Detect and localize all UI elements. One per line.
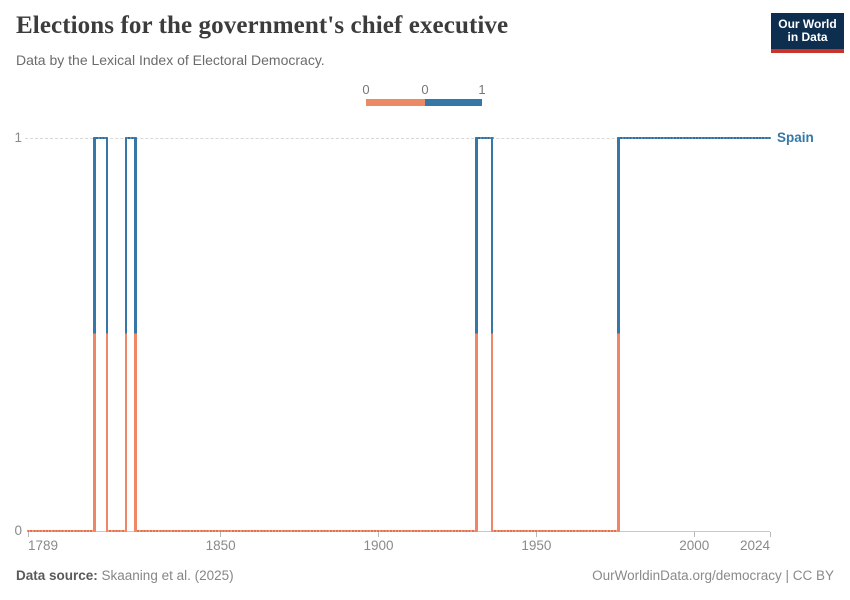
logo-red-stripe xyxy=(771,49,844,53)
legend-label-mid: 0 xyxy=(421,82,429,97)
data-source-text: Data source: Skaaning et al. (2025) xyxy=(16,568,234,583)
y-axis-label: 1 xyxy=(14,130,22,145)
series-step-connector[interactable] xyxy=(105,137,109,532)
series-run-value-1[interactable] xyxy=(475,136,494,140)
data-source-label: Data source: xyxy=(16,568,98,583)
chart-subtitle: Data by the Lexical Index of Electoral D… xyxy=(16,52,325,68)
x-axis-label: 1850 xyxy=(205,538,236,553)
series-run-value-1[interactable] xyxy=(617,136,772,140)
owid-logo[interactable]: Our World in Data xyxy=(771,13,844,53)
series-step-connector[interactable] xyxy=(124,137,128,532)
logo-line-2: in Data xyxy=(787,30,828,44)
series-run-value-0[interactable] xyxy=(27,529,96,533)
series-run-value-0[interactable] xyxy=(491,529,620,533)
legend-label-left: 0 xyxy=(362,82,370,97)
credit-link[interactable]: OurWorldinData.org/democracy | CC BY xyxy=(592,568,834,583)
series-run-value-1[interactable] xyxy=(93,136,109,140)
page-title: Elections for the government's chief exe… xyxy=(16,12,509,39)
chart-footer: Data source: Skaaning et al. (2025) OurW… xyxy=(0,568,850,590)
series-run-value-0[interactable] xyxy=(134,529,478,533)
legend-swatch-zero[interactable] xyxy=(366,99,425,106)
series-step-connector[interactable] xyxy=(475,137,478,532)
data-source-value: Skaaning et al. (2025) xyxy=(97,568,234,583)
series-step-connector[interactable] xyxy=(617,137,620,532)
x-axis-label: 1900 xyxy=(363,538,394,553)
x-axis-tick xyxy=(27,532,29,537)
x-axis-tick xyxy=(693,532,695,537)
x-axis-label: 1950 xyxy=(521,538,552,553)
x-axis-tick xyxy=(377,532,379,537)
entity-label-spain[interactable]: Spain xyxy=(777,130,814,145)
legend-label-right: 1 xyxy=(478,82,486,97)
logo-line-1: Our World xyxy=(778,17,837,31)
series-step-connector[interactable] xyxy=(490,137,494,532)
x-axis-tick xyxy=(220,532,222,537)
gridline-y1 xyxy=(25,138,770,139)
x-axis-tick xyxy=(535,532,537,537)
x-axis-label: 1789 xyxy=(28,538,59,553)
legend-swatch-one[interactable] xyxy=(425,99,482,106)
series-step-connector[interactable] xyxy=(134,137,137,532)
x-axis-tick xyxy=(769,532,771,537)
x-axis-label: 2024 xyxy=(739,538,770,553)
series-run-value-0[interactable] xyxy=(105,529,128,533)
x-axis-label: 2000 xyxy=(679,538,710,553)
y-axis-label: 0 xyxy=(14,523,22,538)
series-run-value-1[interactable] xyxy=(124,136,137,140)
series-step-connector[interactable] xyxy=(93,137,96,532)
